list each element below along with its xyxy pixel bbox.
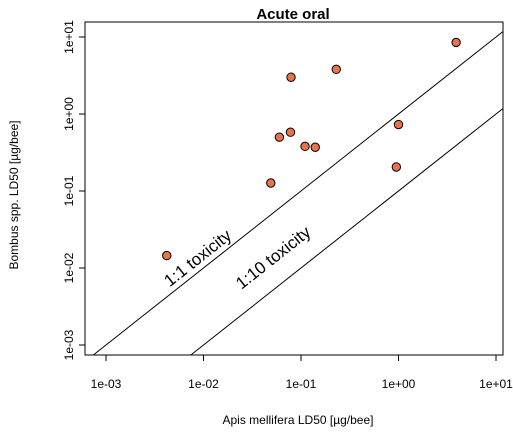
y-tick-label: 1e-01 bbox=[62, 175, 76, 206]
data-point bbox=[286, 72, 296, 82]
x-tick-label: 1e+00 bbox=[382, 377, 416, 391]
reference-line-label: 1:1 toxicity bbox=[160, 226, 235, 291]
data-point bbox=[274, 132, 285, 142]
data-point bbox=[451, 37, 461, 48]
data-point bbox=[393, 119, 404, 130]
reference-line-one-to-ten bbox=[190, 108, 504, 356]
x-tick-label: 1e-01 bbox=[286, 377, 317, 391]
x-tick-label: 1e-03 bbox=[91, 377, 122, 391]
reference-line-label: 1:10 toxicity bbox=[232, 222, 315, 293]
y-tick-label: 1e+00 bbox=[62, 97, 76, 131]
x-axis: 1e-03 1e-02 1e-01 1e+00 1e+01 bbox=[91, 355, 513, 391]
y-tick-label: 1e+01 bbox=[62, 20, 76, 54]
y-tick-label: 1e-02 bbox=[62, 252, 76, 283]
x-tick-label: 1e-02 bbox=[188, 377, 219, 391]
data-point bbox=[285, 127, 296, 137]
data-point bbox=[331, 64, 341, 75]
data-point bbox=[162, 250, 172, 261]
data-point bbox=[266, 178, 276, 188]
reference-line-one-to-one bbox=[93, 31, 504, 356]
x-tick-label: 1e+01 bbox=[479, 377, 513, 391]
data-point bbox=[310, 142, 320, 152]
y-tick-label: 1e-03 bbox=[62, 329, 76, 360]
data-point bbox=[300, 141, 310, 152]
y-axis-label: Bombus spp. LD50 [µg/bee] bbox=[7, 120, 21, 269]
data-point bbox=[391, 162, 402, 172]
plot-frame bbox=[84, 21, 504, 356]
y-axis: 1e-03 1e-02 1e-01 1e+00 1e+01 bbox=[62, 20, 85, 360]
data-points bbox=[162, 37, 461, 261]
chart-title: Acute oral bbox=[256, 6, 329, 23]
x-axis-label: Apis mellifera LD50 [µg/bee] bbox=[223, 413, 374, 427]
